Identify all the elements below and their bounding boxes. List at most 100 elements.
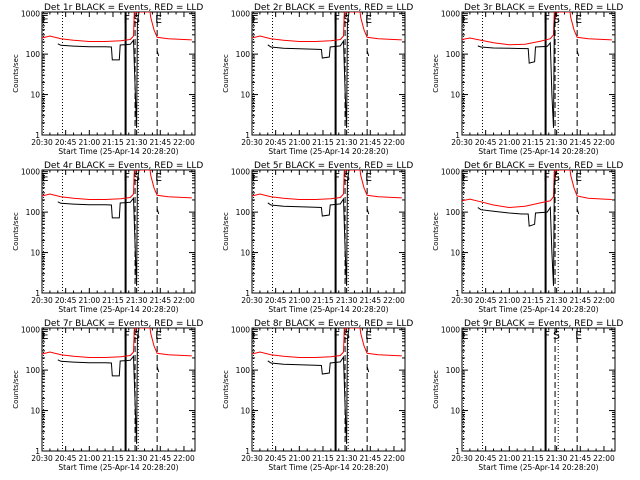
x-tick-label: 20:30 <box>241 296 263 305</box>
lld-series-line <box>462 12 612 46</box>
events-series-tail <box>576 208 580 215</box>
y-tick-label: 10 <box>240 249 250 258</box>
y-axis-label: Counts/sec <box>432 370 440 409</box>
x-axis-label: Start Time (25-Apr-14 20:28:20) <box>478 147 598 156</box>
events-series-line <box>57 328 140 444</box>
detector-panel: Det 4r BLACK = Events, RED = LLD 1 10 100 10… <box>12 161 203 314</box>
y-tick-label: 100 <box>26 208 41 217</box>
marker-label: F <box>124 171 130 184</box>
y-tick-label: 1000 <box>441 326 460 335</box>
events-series-line <box>267 170 350 286</box>
detector-panel: Det 7r BLACK = Events, RED = LLD 1 10 100 10… <box>12 319 203 472</box>
x-tick-label: 22:00 <box>173 454 195 463</box>
x-tick-label: 21:00 <box>499 454 521 463</box>
panel-title: Det 4r BLACK = Events, RED = LLD <box>44 161 203 171</box>
y-axis-label: Counts/sec <box>222 54 230 93</box>
x-tick-label: 21:45 <box>149 138 171 147</box>
x-tick-label: 21:00 <box>79 296 101 305</box>
detector-panel: Det 3r BLACK = Events, RED = LLD 1 10 100 10… <box>432 3 623 156</box>
events-series-tail <box>156 208 160 215</box>
series-group <box>42 170 192 286</box>
y-tick-label: 1 <box>245 447 250 456</box>
x-axis-label: Start Time (25-Apr-14 20:28:20) <box>478 305 598 314</box>
x-tick-label: 21:15 <box>102 138 124 147</box>
x-tick-label: 21:00 <box>289 296 311 305</box>
marker-label: S <box>553 329 560 342</box>
x-tick-label: 21:15 <box>102 454 124 463</box>
x-axis-label: Start Time (25-Apr-14 20:28:20) <box>58 305 178 314</box>
x-tick-label: 22:00 <box>383 138 405 147</box>
events-series-tail <box>156 50 160 57</box>
events-series-line <box>57 170 140 286</box>
y-axis-label: Counts/sec <box>432 212 440 251</box>
y-axis-label: Counts/sec <box>222 370 230 409</box>
marker-label: E <box>575 171 582 184</box>
x-tick-label: 21:45 <box>569 296 591 305</box>
x-tick-label: 21:00 <box>289 138 311 147</box>
y-tick-label: 100 <box>236 208 251 217</box>
x-axis-label: Start Time (25-Apr-14 20:28:20) <box>58 463 178 472</box>
x-tick-label: 20:30 <box>31 296 53 305</box>
marker-label: F <box>334 171 340 184</box>
x-axis-label: Start Time (25-Apr-14 20:28:20) <box>58 147 178 156</box>
x-tick-label: 21:30 <box>336 454 358 463</box>
x-tick-label: 20:30 <box>241 454 263 463</box>
marker-label: F <box>544 329 550 342</box>
marker-label: E <box>462 171 469 184</box>
plot-frame <box>461 169 616 294</box>
detector-panel: Det 2r BLACK = Events, RED = LLD 1 10 100 10… <box>222 3 413 156</box>
events-series-line <box>477 12 557 128</box>
y-tick-label: 1 <box>35 447 40 456</box>
marker-label: F <box>334 329 340 342</box>
plot-frame <box>251 327 406 452</box>
events-series-tail <box>366 50 370 57</box>
events-series-tail <box>156 366 160 373</box>
x-tick-label: 20:30 <box>451 454 473 463</box>
y-tick-label: 1000 <box>21 168 40 177</box>
x-tick-label: 20:45 <box>265 296 287 305</box>
marker-label: F <box>544 171 550 184</box>
marker-label: E <box>252 171 259 184</box>
y-tick-label: 1 <box>455 289 460 298</box>
x-tick-label: 21:00 <box>79 454 101 463</box>
x-tick-label: 22:00 <box>383 296 405 305</box>
marker-label: E <box>155 171 162 184</box>
detector-panel: Det 6r BLACK = Events, RED = LLD 1 10 100 10… <box>432 161 623 314</box>
plot-frame <box>41 327 196 452</box>
marker-label: S <box>133 171 140 184</box>
marker-label: E <box>252 329 259 342</box>
lld-series-line <box>252 12 402 42</box>
y-tick-label: 10 <box>450 407 460 416</box>
lld-series-line <box>42 12 192 42</box>
x-tick-label: 21:30 <box>546 138 568 147</box>
marker-label: E <box>252 13 259 26</box>
x-tick-label: 21:30 <box>126 138 148 147</box>
x-tick-label: 21:30 <box>126 454 148 463</box>
y-tick-label: 1 <box>245 131 250 140</box>
x-tick-label: 20:45 <box>265 454 287 463</box>
detector-panel: Det 1r BLACK = Events, RED = LLD 1 10 100 10… <box>12 3 203 156</box>
y-tick-label: 100 <box>26 366 41 375</box>
x-tick-label: 21:45 <box>359 138 381 147</box>
series-group <box>42 328 192 444</box>
events-series-line <box>57 12 140 128</box>
x-axis-label: Start Time (25-Apr-14 20:28:20) <box>268 305 388 314</box>
y-tick-label: 1 <box>455 447 460 456</box>
y-tick-label: 10 <box>30 91 40 100</box>
y-tick-label: 1 <box>35 289 40 298</box>
x-tick-label: 20:45 <box>265 138 287 147</box>
y-tick-label: 10 <box>450 91 460 100</box>
x-tick-label: 20:30 <box>451 296 473 305</box>
x-tick-label: 21:45 <box>569 138 591 147</box>
y-tick-label: 100 <box>446 50 461 59</box>
panel-title: Det 5r BLACK = Events, RED = LLD <box>254 161 413 171</box>
x-tick-label: 22:00 <box>593 138 615 147</box>
y-axis-label: Counts/sec <box>12 54 20 93</box>
y-tick-label: 1000 <box>231 10 250 19</box>
x-tick-label: 22:00 <box>593 296 615 305</box>
lld-series-line <box>252 328 402 358</box>
y-tick-label: 1000 <box>441 168 460 177</box>
detector-panel: Det 9r BLACK = Events, RED = LLD 1 10 100 10… <box>432 319 623 472</box>
marker-label: E <box>42 171 49 184</box>
series-group <box>252 170 402 286</box>
